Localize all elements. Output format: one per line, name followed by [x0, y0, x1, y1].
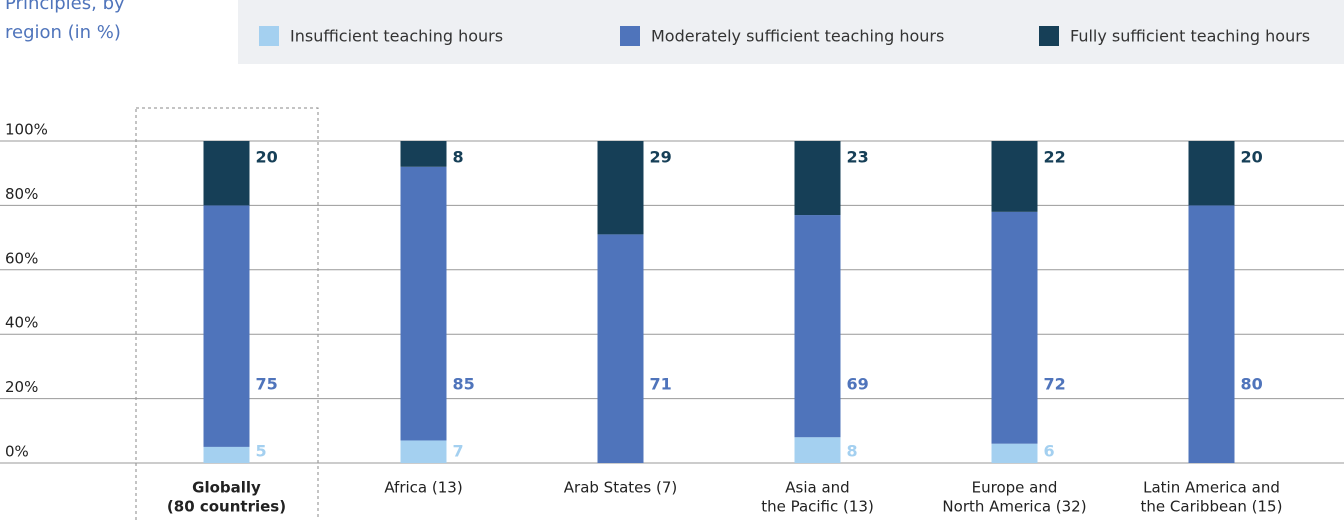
x-tick-label: Arab States (7)	[564, 479, 677, 497]
data-label: 72	[1044, 375, 1066, 394]
x-tick-label: Latin America and	[1143, 479, 1280, 497]
x-tick-label: Asia and	[785, 479, 849, 497]
data-label: 5	[256, 442, 267, 461]
bar-segment	[400, 141, 447, 167]
data-label: 23	[847, 148, 869, 167]
x-tick-label: Globally	[192, 479, 261, 497]
bar-segment	[1188, 141, 1235, 206]
bar-segment	[597, 234, 644, 463]
y-tick-label: 40%	[5, 314, 38, 332]
data-label: 69	[847, 375, 869, 394]
bar-segment	[991, 141, 1038, 212]
data-label: 85	[453, 375, 475, 394]
legend-background	[238, 0, 1344, 64]
legend-label: Moderately sufficient teaching hours	[651, 27, 944, 46]
bar-segment	[991, 211, 1038, 444]
y-tick-label: 100%	[5, 121, 48, 139]
y-tick-label: 80%	[5, 185, 38, 203]
legend-label: Fully sufficient teaching hours	[1070, 27, 1310, 46]
data-label: 22	[1044, 148, 1066, 167]
x-tick-label: Africa (13)	[384, 479, 462, 497]
bar-segment	[203, 141, 250, 206]
data-label: 20	[256, 148, 278, 167]
data-label: 8	[453, 148, 464, 167]
bar-segment	[794, 141, 841, 216]
legend-swatch	[259, 26, 279, 46]
bar-segment	[794, 437, 841, 463]
bar-segment	[400, 440, 447, 463]
legend-label: Insufficient teaching hours	[290, 27, 503, 46]
bar-segment	[991, 443, 1038, 463]
x-tick-label: the Pacific (13)	[761, 498, 874, 516]
data-label: 6	[1044, 442, 1055, 461]
bar-segment	[1188, 205, 1235, 463]
highlight-box	[135, 107, 319, 520]
x-tick-label: (80 countries)	[167, 498, 286, 516]
data-label: 8	[847, 442, 858, 461]
data-label: 71	[650, 375, 672, 394]
y-tick-label: 20%	[5, 378, 38, 396]
y-tick-label: 0%	[5, 443, 29, 461]
x-tick-label: North America (32)	[942, 498, 1086, 516]
data-label: 7	[453, 442, 464, 461]
bar-segment	[203, 446, 250, 463]
legend-swatch	[1039, 26, 1059, 46]
bar-segment	[794, 215, 841, 438]
x-tick-label: Europe and	[972, 479, 1058, 497]
bar-segment	[400, 166, 447, 441]
bar-segment	[597, 141, 644, 235]
chart-title: Principles, by	[5, 0, 125, 14]
data-label: 80	[1241, 375, 1263, 394]
chart-title: region (in %)	[5, 22, 121, 43]
data-label: 29	[650, 148, 672, 167]
legend-swatch	[620, 26, 640, 46]
bar-segment	[203, 205, 250, 447]
data-label: 20	[1241, 148, 1263, 167]
data-label: 75	[256, 375, 278, 394]
y-tick-label: 60%	[5, 249, 38, 267]
x-tick-label: the Caribbean (15)	[1141, 498, 1283, 516]
